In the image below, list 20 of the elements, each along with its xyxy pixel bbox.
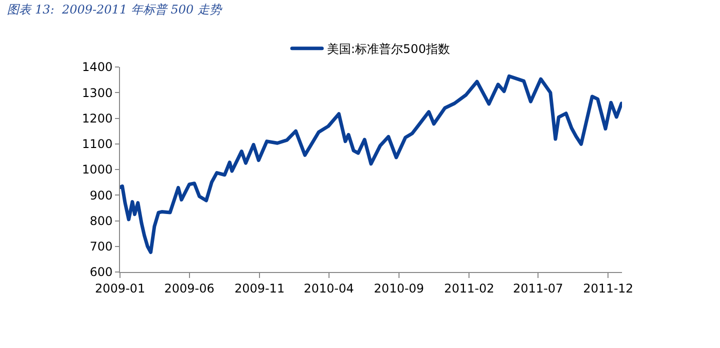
x-tick-label: 2011-12 [583,281,634,296]
y-tick-label: 1400 [82,60,113,74]
x-tick-label: 2010-04 [304,281,354,296]
x-tick-label: 2010-09 [374,281,424,296]
x-tick-label: 2009-01 [94,281,146,296]
y-tick-label: 900 [90,188,113,202]
x-tick-label: 2011-02 [444,281,494,296]
y-tick-label: 700 [90,240,113,254]
y-tick-label: 1200 [82,111,113,126]
legend-label: 美国:标准普尔500指数 [327,42,450,56]
x-tick-label: 2009-06 [164,281,214,296]
chart-title: 图表 13: 2009-2011 年标普 500 走势 [7,2,222,17]
y-tick-label: 1300 [82,86,113,100]
y-tick-label: 1100 [82,137,113,152]
line-series [120,74,622,254]
x-tick-label: 2011-07 [512,281,564,296]
y-tick-label: 1000 [82,162,113,177]
y-tick-label: 600 [90,265,113,280]
x-tick-label: 2009-11 [234,281,285,296]
y-tick-label: 800 [90,214,113,228]
